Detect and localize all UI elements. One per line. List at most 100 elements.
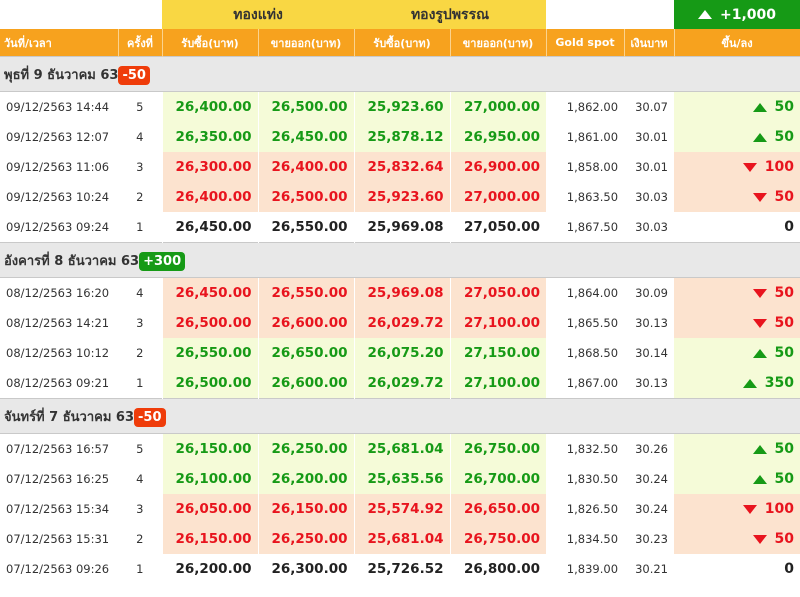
gold-spot-cell: 1,864.00 — [566, 286, 619, 300]
gold-spot-cell: 1,867.00 — [566, 376, 619, 390]
datetime-cell: 09/12/2563 10:24 — [6, 190, 110, 204]
thb-cell: 30.03 — [635, 220, 669, 234]
down-arrow-icon — [752, 192, 767, 202]
ornament-buy-cell: 25,832.64 — [353, 152, 450, 182]
bar-buy-cell: 26,500.00 — [161, 368, 258, 399]
bar-sell-cell: 26,450.00 — [257, 122, 354, 152]
col-bar-buy: รับซื้อ(บาท) — [162, 29, 259, 57]
change-value: 50 — [774, 441, 795, 457]
bar-buy-cell: 26,100.00 — [161, 464, 258, 494]
change-value: 50 — [774, 531, 795, 547]
thb-cell: 30.13 — [635, 316, 669, 330]
day-header-row: จันทร์ที่ 7 ธันวาคม 63 -50 — [0, 398, 800, 434]
table-row: 07/12/2563 15:34 3 26,050.00 26,150.00 25,57… — [0, 494, 800, 524]
round-cell: 4 — [136, 130, 144, 144]
table-row: 08/12/2563 14:21 3 26,500.00 26,600.00 26,02… — [0, 308, 800, 338]
thb-cell: 30.01 — [635, 130, 669, 144]
down-arrow-icon — [752, 534, 767, 544]
change-cell: 50 — [674, 182, 800, 212]
day-header-row: อังคารที่ 8 ธันวาคม 63 +300 — [0, 242, 800, 278]
up-arrow-icon — [752, 348, 767, 358]
thb-cell: 30.07 — [635, 100, 669, 114]
gold-spot-cell: 1,863.50 — [566, 190, 619, 204]
gold-spot-cell: 1,830.50 — [566, 472, 619, 486]
day-label: จันทร์ที่ 7 ธันวาคม 63 — [4, 409, 135, 425]
datetime-cell: 08/12/2563 14:21 — [6, 316, 110, 330]
table-row: 07/12/2563 16:57 5 26,150.00 26,250.00 25,68… — [0, 433, 800, 464]
change-value: 0 — [784, 219, 795, 235]
ornament-buy-cell: 25,681.04 — [353, 433, 450, 464]
bar-buy-cell: 26,500.00 — [161, 308, 258, 338]
up-arrow-icon — [752, 474, 767, 484]
day-header: จันทร์ที่ 7 ธันวาคม 63 -50 — [0, 398, 800, 434]
change-cell: 350 — [674, 368, 800, 399]
change-cell: 0 — [674, 212, 800, 243]
change-value: 50 — [774, 315, 795, 331]
col-change: ขึ้น/ลง — [674, 29, 800, 57]
ornament-buy-cell: 25,923.60 — [353, 182, 450, 212]
round-cell: 1 — [136, 220, 144, 234]
gold-spot-cell: 1,865.50 — [566, 316, 619, 330]
ornament-sell-cell: 27,100.00 — [449, 308, 547, 338]
bar-buy-cell: 26,450.00 — [161, 277, 258, 308]
gold-spot-cell: 1,862.00 — [566, 100, 619, 114]
change-value: 350 — [764, 375, 795, 391]
round-cell: 3 — [136, 316, 144, 330]
gold-ornament-group-header: ทองรูปพรรณ — [354, 0, 547, 29]
ornament-buy-cell: 25,878.12 — [353, 122, 450, 152]
table-row: 09/12/2563 11:06 3 26,300.00 26,400.00 25,83… — [0, 152, 800, 182]
total-change-badge: +1,000 — [674, 0, 800, 29]
thb-cell: 30.09 — [635, 286, 669, 300]
bar-sell-cell: 26,400.00 — [257, 152, 354, 182]
gold-spot-cell: 1,839.00 — [566, 562, 619, 576]
change-value: 0 — [784, 561, 795, 577]
thb-cell: 30.13 — [635, 376, 669, 390]
change-cell: 0 — [674, 554, 800, 584]
ornament-buy-cell: 25,574.92 — [353, 494, 450, 524]
round-cell: 2 — [136, 190, 144, 204]
bar-buy-cell: 26,550.00 — [161, 338, 258, 368]
change-value: 50 — [774, 129, 795, 145]
gold-spot-cell: 1,868.50 — [566, 346, 619, 360]
table-row: 08/12/2563 16:20 4 26,450.00 26,550.00 25,96… — [0, 277, 800, 308]
table-row: 09/12/2563 12:07 4 26,350.00 26,450.00 25,87… — [0, 122, 800, 152]
thb-cell: 30.26 — [635, 442, 669, 456]
bar-sell-cell: 26,200.00 — [257, 464, 354, 494]
ornament-sell-cell: 27,150.00 — [449, 338, 547, 368]
bar-sell-cell: 26,550.00 — [257, 212, 354, 243]
group-header-row: ทองแท่ง ทองรูปพรรณ +1,000 — [0, 0, 800, 29]
change-cell: 100 — [674, 494, 800, 524]
change-cell: 50 — [674, 338, 800, 368]
gold-bar-group-header: ทองแท่ง — [162, 0, 354, 29]
bar-sell-cell: 26,500.00 — [257, 182, 354, 212]
down-arrow-icon — [742, 504, 757, 514]
bar-buy-cell: 26,050.00 — [161, 494, 258, 524]
ornament-sell-cell: 27,050.00 — [449, 277, 547, 308]
ornament-sell-cell: 27,050.00 — [449, 212, 547, 243]
change-cell: 50 — [674, 433, 800, 464]
up-arrow-icon — [752, 444, 767, 454]
datetime-cell: 09/12/2563 11:06 — [6, 160, 110, 174]
ornament-sell-cell: 27,100.00 — [449, 368, 547, 399]
col-round: ครั้งที่ — [118, 29, 163, 57]
change-cell: 50 — [674, 524, 800, 554]
round-cell: 4 — [136, 472, 144, 486]
change-value: 50 — [774, 345, 795, 361]
gold-spot-cell: 1,834.50 — [566, 532, 619, 546]
thb-cell: 30.24 — [635, 472, 669, 486]
datetime-cell: 07/12/2563 16:25 — [6, 472, 110, 486]
day-change-badge: -50 — [134, 407, 166, 427]
bar-sell-cell: 26,550.00 — [257, 277, 354, 308]
day-header: อังคารที่ 8 ธันวาคม 63 +300 — [0, 242, 800, 278]
datetime-cell: 07/12/2563 15:34 — [6, 502, 110, 516]
ornament-buy-cell: 26,029.72 — [353, 368, 450, 399]
up-arrow-icon — [698, 10, 712, 19]
datetime-cell: 07/12/2563 16:57 — [6, 442, 110, 456]
col-thb: เงินบาท — [624, 29, 675, 57]
ornament-buy-cell: 25,923.60 — [353, 91, 450, 122]
bar-buy-cell: 26,300.00 — [161, 152, 258, 182]
bar-sell-cell: 26,250.00 — [257, 433, 354, 464]
change-cell: 100 — [674, 152, 800, 182]
col-ornament-buy: รับซื้อ(บาท) — [354, 29, 451, 57]
ornament-sell-cell: 26,750.00 — [449, 524, 547, 554]
